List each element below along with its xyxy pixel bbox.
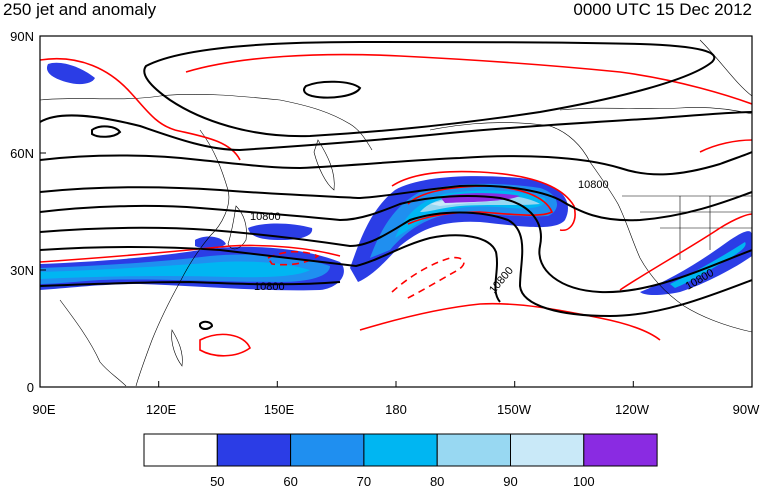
coastline-kamchatka [313,139,335,191]
height-contour-small-1 [91,125,122,138]
anomaly-contour-polar [40,58,241,161]
colorbar-label: 70 [357,474,371,488]
lon-tick-label: 90W [733,402,760,417]
height-contour-7 [40,234,501,303]
jet-patch-arctic [46,62,95,85]
colorbar-swatch [436,433,512,467]
colorbar-swatch [583,433,658,467]
colorbar-labels: 50 60 70 80 90 100 [210,474,595,488]
height-contour-8 [40,280,341,287]
coastlines [40,39,752,387]
height-contour-low [303,80,362,99]
colorbar-label: 50 [210,474,224,488]
coastline-alaska [429,122,619,205]
coastline-siberia [40,94,373,151]
lon-tick-label: 180 [385,402,407,417]
anomaly-contour-asia-jet [40,244,341,263]
lat-tick-label: 60N [10,146,34,161]
anomaly-contour-negative-japan [266,250,320,266]
colorbar-label: 90 [503,474,517,488]
height-contour-4 [40,184,752,222]
coastline-greenland [699,39,752,97]
longitude-tick-labels: 90E 120E 150E 180 150W 120W 90W [32,402,760,417]
height-contour-3 [40,151,752,176]
jet-shading [40,62,752,295]
anomaly-contour-na-2 [699,139,752,153]
colorbar-label: 60 [283,474,297,488]
coastline-japan [227,205,247,250]
lat-tick-label: 0 [27,380,34,395]
coastline-indochina [59,299,127,387]
coastline-east-asia [135,129,230,387]
height-contour-2 [40,111,752,152]
anomaly-contour-arctic-high [185,53,752,105]
colorbar-swatch [143,433,218,467]
coastline-us-states [622,195,752,260]
height-contour-small-2 [199,320,214,330]
height-contours [40,40,752,330]
anomaly-contour-na [619,213,752,291]
height-contour-6 [40,211,752,318]
colorbar-swatch [510,433,585,467]
latitude-tick-labels: 90N 60N 30N 0 [10,29,34,395]
lon-tick-label: 120W [615,402,650,417]
height-contour-1 [143,40,716,138]
anomaly-contours [40,53,752,357]
valid-time-label: 0000 UTC 15 Dec 2012 [573,0,752,19]
colorbar-swatch [216,433,292,467]
jet-patch-japan-2 [195,236,226,249]
lat-tick-label: 30N [10,263,34,278]
anomaly-contour-subtropics [359,302,661,341]
contour-label: 10800 [254,281,285,293]
colorbar-label: 80 [430,474,444,488]
lon-tick-label: 150E [264,402,295,417]
anomaly-contour-tropics [199,333,251,357]
map-title: 250 jet and anomaly [3,0,157,19]
jet-core-atlantic-80 [670,242,746,288]
contour-label: 10800 [578,179,609,191]
coastline-north-america [617,203,752,333]
axis-ticks [39,35,753,388]
coastline-philippines [171,329,183,367]
anomaly-contour-pacific-jet [391,170,576,231]
lon-tick-label: 150W [497,402,532,417]
lon-tick-label: 120E [146,402,177,417]
colorbar-label: 100 [573,474,595,488]
coastline-arctic-canada [559,107,752,115]
contour-label: 10800 [487,265,516,296]
jet-core-asia-80 [40,261,310,279]
colorbar-swatch [363,433,438,467]
height-contour-5 [40,195,752,294]
colorbar-swatch [290,433,365,467]
lon-tick-label: 90E [32,402,55,417]
colorbar [143,433,658,467]
jet-core-atlantic [640,231,752,295]
lat-tick-label: 90N [10,29,34,44]
anomaly-contour-negative [391,256,465,301]
contour-label: 10800 [250,211,281,223]
